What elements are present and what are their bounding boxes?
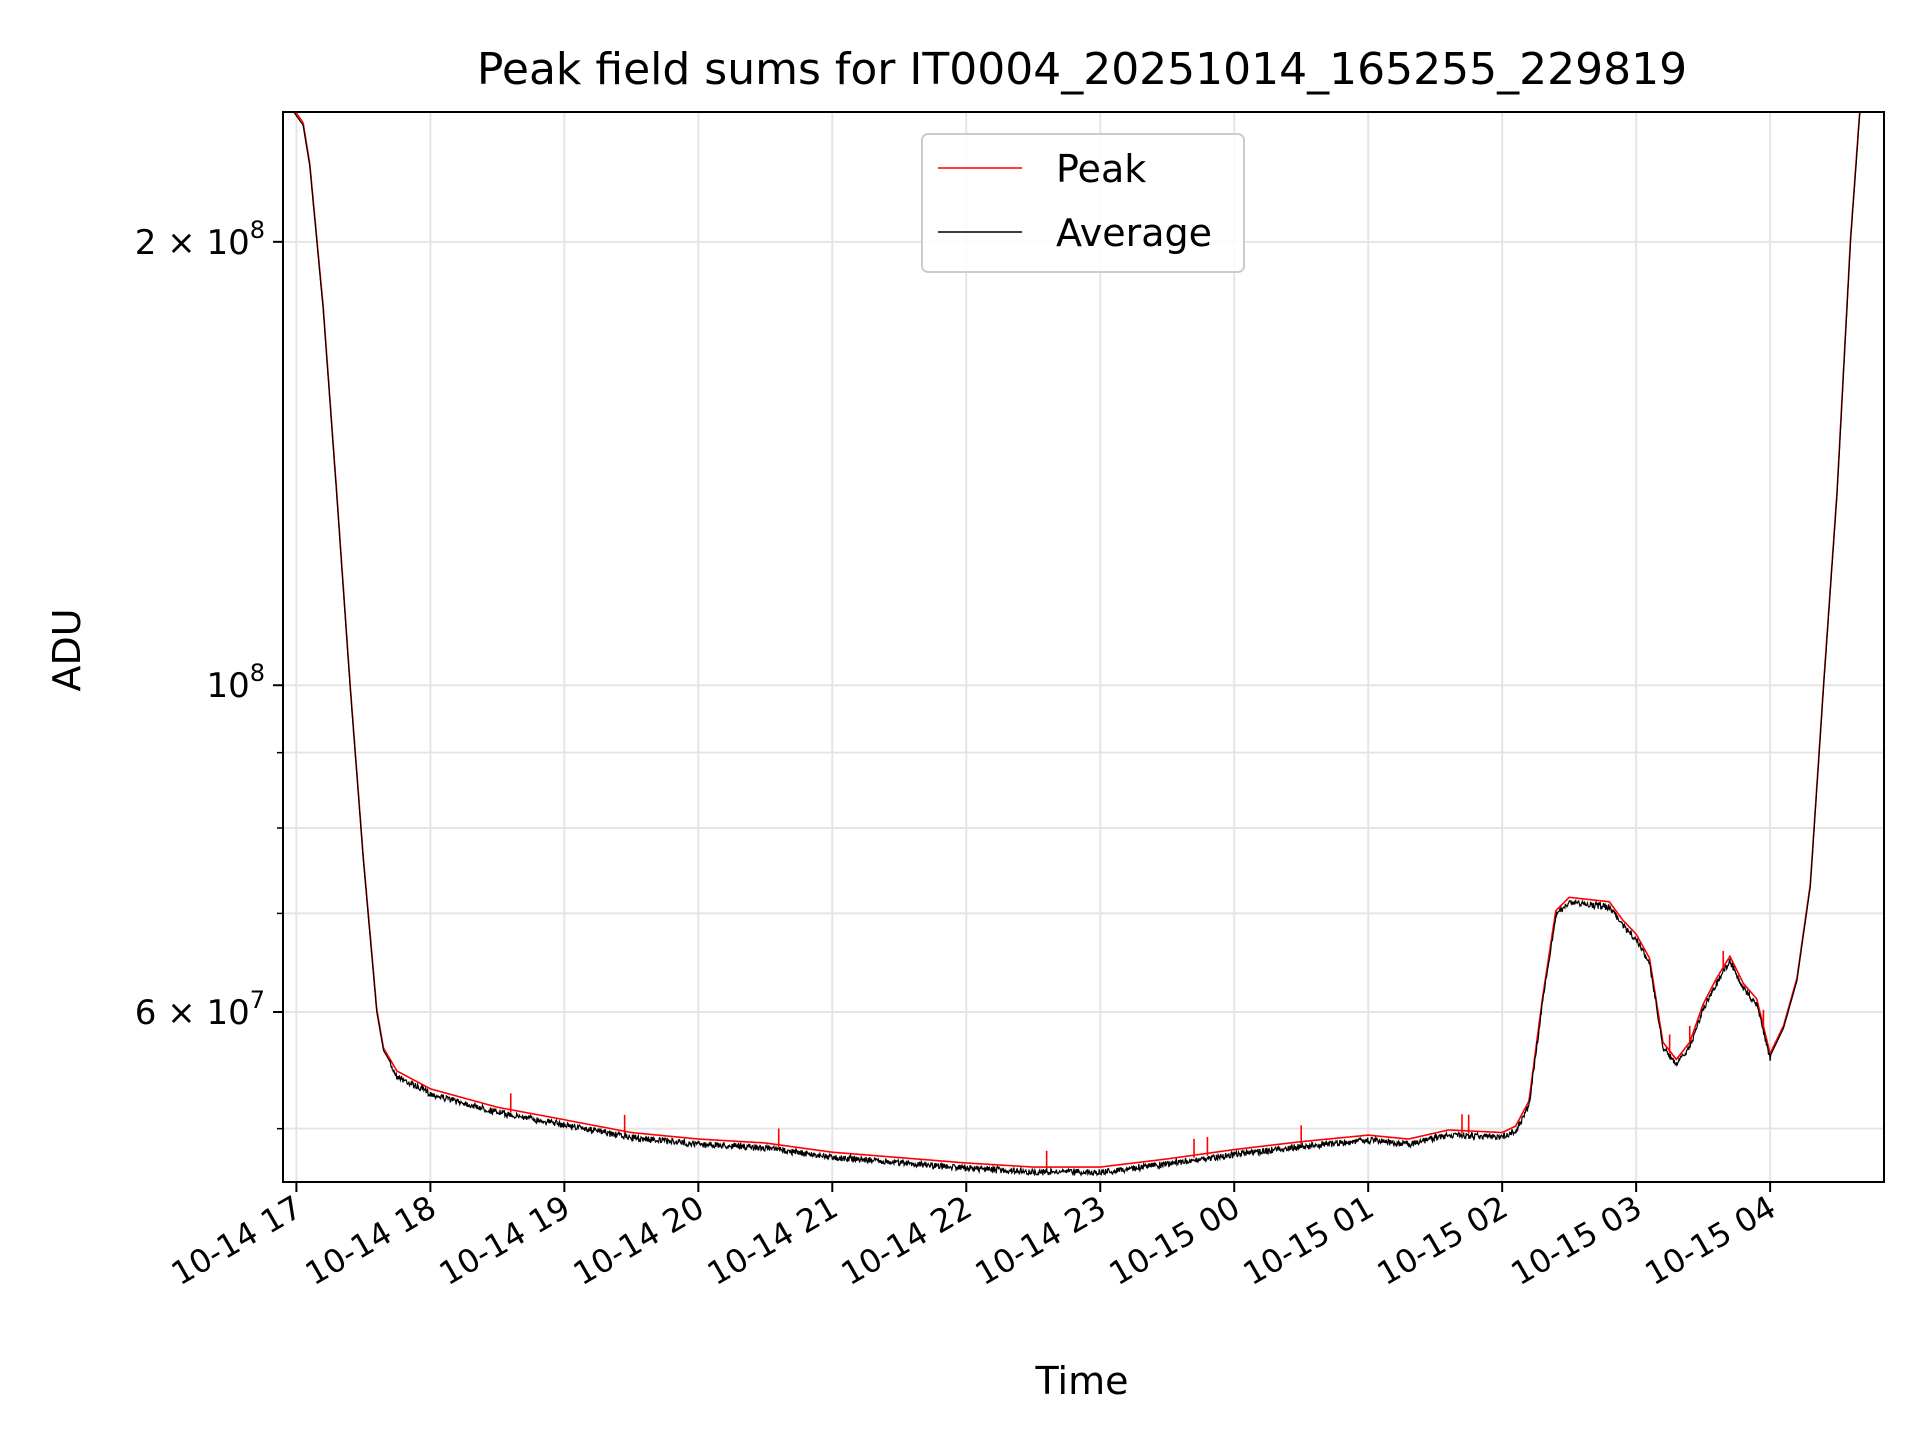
y-tick-label: 6 × 107	[135, 986, 265, 1033]
y-axis-label: ADU	[45, 608, 89, 691]
y-tick-label: 2 × 108	[135, 216, 265, 263]
y-axis: 2 × 108 108 6 × 107	[135, 216, 283, 1130]
chart-title: Peak field sums for IT0004_20251014_1652…	[477, 44, 1687, 95]
legend-average-label: Average	[1056, 211, 1212, 255]
legend-peak-label: Peak	[1056, 147, 1146, 191]
y-tick-label: 108	[206, 659, 265, 706]
x-axis-label: Time	[1035, 1359, 1129, 1403]
grid-lines	[283, 112, 1884, 1182]
plot-frame	[282, 111, 1885, 1183]
legend[interactable]: Peak Average	[921, 133, 1245, 273]
series-peak-line	[294, 112, 1861, 1168]
series-layer	[293, 112, 1884, 1177]
series-average-line	[293, 112, 1884, 1177]
